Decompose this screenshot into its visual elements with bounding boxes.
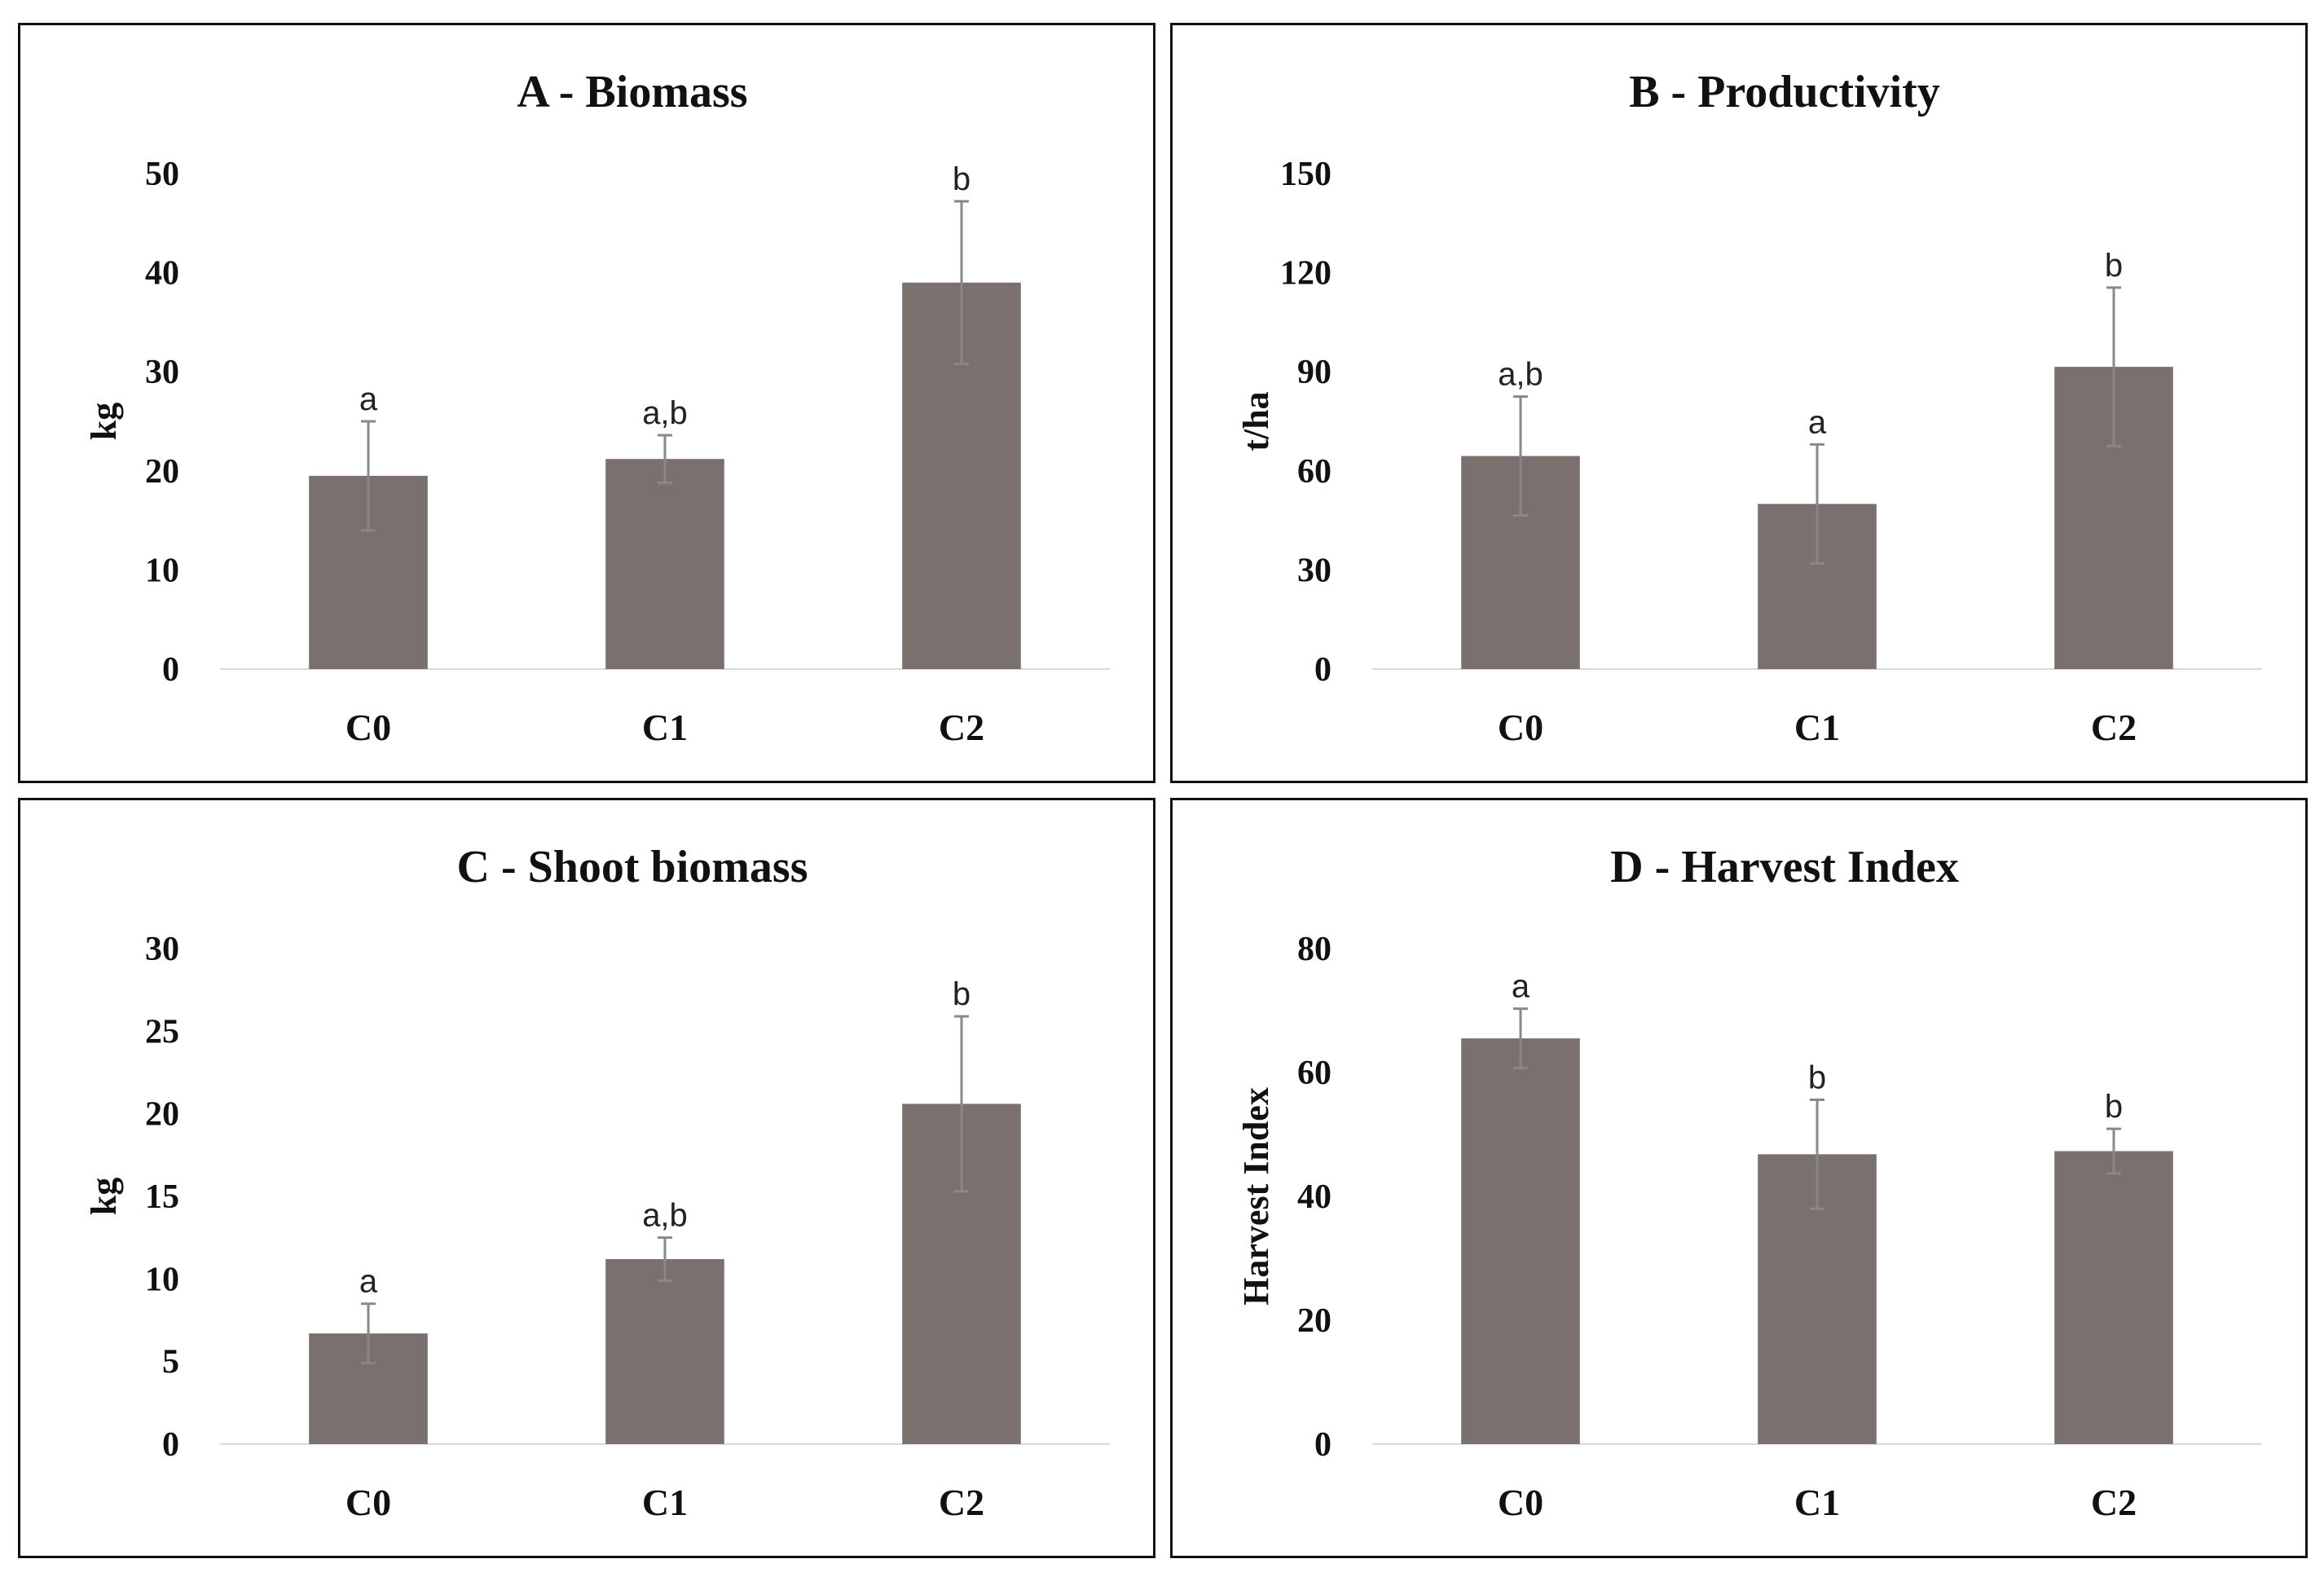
y-tick-label: 0: [1314, 1426, 1331, 1464]
x-category-label: C1: [642, 707, 688, 748]
error-bar-c1: [1810, 443, 1824, 565]
y-tick-label: 30: [145, 354, 179, 391]
y-tick-label: 20: [1297, 1302, 1331, 1340]
y-tick-label: 20: [145, 1096, 179, 1134]
chart-b: B - Productivity t/ha 0 30 60 90 120 150 a,b C0 a C…: [1236, 67, 2262, 748]
y-tick-label: 120: [1280, 255, 1331, 293]
x-category-label: C0: [346, 1482, 391, 1523]
significance-label: b: [2105, 1089, 2123, 1125]
significance-label: a,b: [1498, 357, 1543, 393]
error-bar-c2: [954, 200, 969, 365]
significance-label: a: [1808, 404, 1827, 440]
significance-label: a: [359, 381, 378, 417]
y-tick-label: 60: [1297, 453, 1331, 491]
chart-a: A - Biomass kg 0 10 20 30 40 50 a C0 a,b C1 b C2: [84, 67, 1110, 748]
y-axis-label: kg: [84, 403, 124, 440]
error-bar-c1: [1810, 1098, 1824, 1210]
panel-d-harvest-index: D - Harvest Index Harvest Index 0 20 40 60 80 a…: [1170, 798, 2308, 1558]
x-category-label: C2: [2091, 1482, 2137, 1523]
y-tick-label: 5: [162, 1344, 179, 1381]
x-category-label: C0: [346, 707, 391, 748]
x-category-label: C0: [1498, 1482, 1543, 1523]
bar-c2: [2054, 1151, 2173, 1444]
y-tick-label: 25: [145, 1013, 179, 1050]
chart-d: D - Harvest Index Harvest Index 0 20 40 60 80 a…: [1236, 842, 2262, 1523]
y-tick-label: 30: [145, 931, 179, 968]
significance-label: b: [953, 976, 971, 1012]
y-tick-label: 50: [145, 156, 179, 193]
error-bar-c0: [1513, 1007, 1528, 1070]
significance-label: b: [2105, 248, 2123, 284]
x-category-label: C0: [1498, 707, 1543, 748]
y-tick-label: 80: [1297, 931, 1331, 968]
bar-c1: [605, 459, 724, 669]
panel-c-shoot-biomass: C - Shoot biomass kg 0 5 10 15 20 25 30 a C0 a,b C1 b…: [18, 798, 1155, 1558]
significance-label: b: [1808, 1059, 1826, 1095]
chart-c: C - Shoot biomass kg 0 5 10 15 20 25 30 a C0 a,b C1 b…: [84, 842, 1110, 1523]
y-tick-label: 60: [1297, 1055, 1331, 1092]
y-tick-label: 0: [162, 651, 179, 689]
panel-b-productivity: B - Productivity t/ha 0 30 60 90 120 150 a,b C0 a C…: [1170, 23, 2308, 783]
x-category-label: C1: [1794, 1482, 1840, 1523]
error-bar-c0: [361, 420, 376, 532]
x-category-label: C2: [2091, 707, 2137, 748]
chart-title: D - Harvest Index: [1610, 842, 1959, 892]
x-category-label: C2: [939, 707, 984, 748]
y-tick-label: 10: [145, 552, 179, 589]
significance-label: a,b: [642, 395, 688, 431]
significance-label: a: [1512, 969, 1530, 1005]
y-tick-label: 10: [145, 1261, 179, 1298]
y-tick-label: 15: [145, 1178, 179, 1216]
y-tick-label: 40: [1297, 1178, 1331, 1216]
error-bar-c0: [1513, 395, 1528, 517]
y-tick-label: 90: [1297, 354, 1331, 391]
bar-c0: [1461, 1038, 1580, 1444]
x-category-label: C2: [939, 1482, 984, 1523]
panel-a-biomass: A - Biomass kg 0 10 20 30 40 50 a C0 a,b C1 b C2: [18, 23, 1155, 783]
bar-c1: [605, 1259, 724, 1444]
y-tick-label: 150: [1280, 156, 1331, 193]
error-bar-c0: [361, 1302, 376, 1365]
significance-label: a: [359, 1264, 378, 1300]
error-bar-c1: [658, 434, 672, 484]
error-bar-c2: [2106, 286, 2121, 447]
y-axis-label: kg: [84, 1178, 124, 1215]
y-tick-label: 0: [162, 1426, 179, 1464]
error-bar-c1: [658, 1236, 672, 1282]
y-tick-label: 20: [145, 453, 179, 491]
y-tick-label: 40: [145, 255, 179, 293]
chart-title: B - Productivity: [1629, 67, 1940, 117]
error-bar-c2: [2106, 1127, 2121, 1175]
chart-title: A - Biomass: [517, 67, 747, 117]
y-axis-label: Harvest Index: [1236, 1087, 1276, 1306]
y-tick-label: 30: [1297, 552, 1331, 589]
significance-label: a,b: [642, 1198, 688, 1234]
chart-title: C - Shoot biomass: [457, 842, 808, 892]
error-bar-c2: [954, 1015, 969, 1193]
x-category-label: C1: [1794, 707, 1840, 748]
y-tick-label: 0: [1314, 651, 1331, 689]
y-axis-label: t/ha: [1236, 391, 1276, 451]
x-category-label: C1: [642, 1482, 688, 1523]
significance-label: b: [953, 161, 971, 197]
